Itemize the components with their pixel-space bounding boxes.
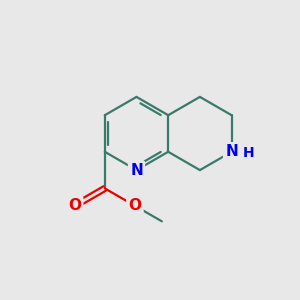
Text: O: O — [68, 198, 81, 213]
Text: H: H — [243, 146, 255, 160]
Text: N: N — [225, 144, 238, 159]
Text: O: O — [128, 198, 141, 213]
Text: N: N — [130, 163, 143, 178]
